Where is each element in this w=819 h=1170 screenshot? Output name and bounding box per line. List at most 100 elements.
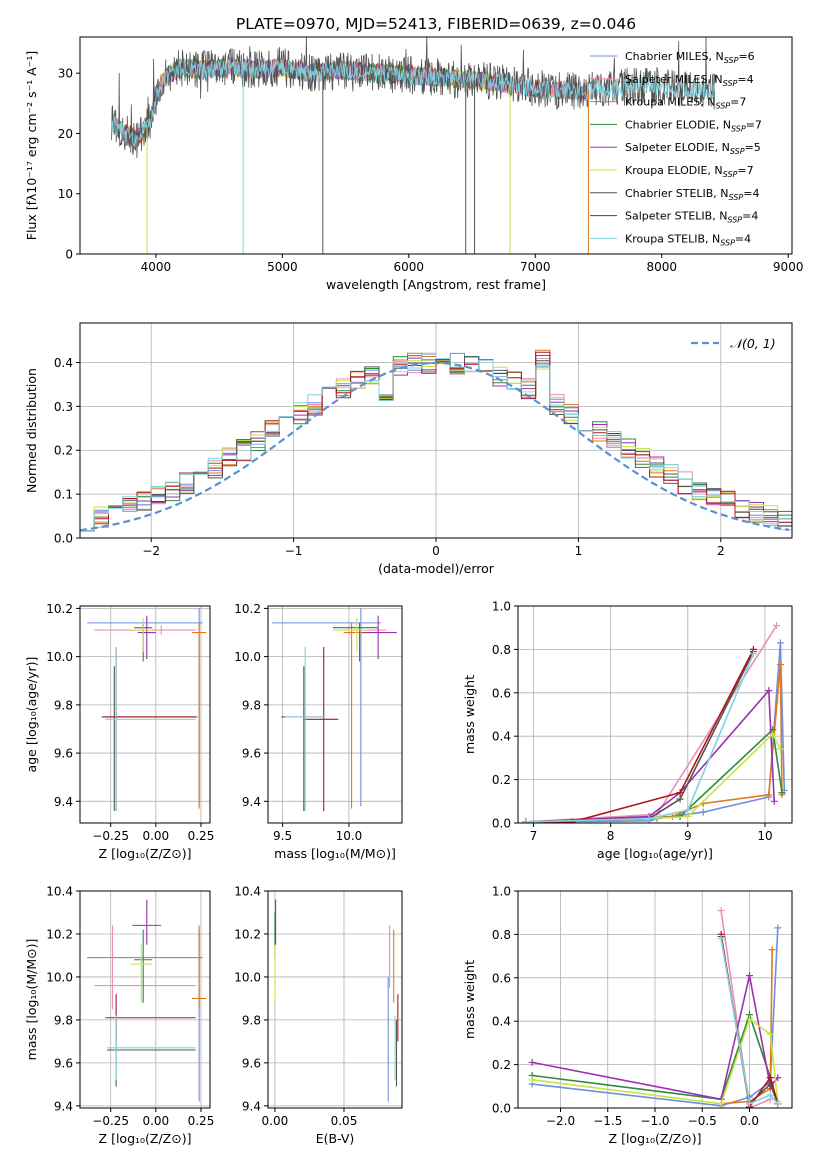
y-tick-label: 9.4 xyxy=(242,795,261,809)
x-tick-label: 0.25 xyxy=(188,829,215,843)
x-tick-label: 7000 xyxy=(520,260,551,274)
weight-marker xyxy=(766,1091,774,1099)
x-axis-label: Z [log₁₀(Z/Z⊙)] xyxy=(99,1131,192,1146)
x-tick-label: −1.5 xyxy=(593,1114,622,1128)
legend-entry: Kroupa STELIB, NSSP=4 xyxy=(625,232,751,247)
y-tick-label: 9.8 xyxy=(242,1013,261,1027)
plot-area xyxy=(87,899,207,1102)
weight-marker xyxy=(522,818,530,823)
axes-frame xyxy=(79,890,211,1109)
y-tick-label: 9.6 xyxy=(54,747,73,761)
data-point xyxy=(130,944,153,1003)
weight-marker xyxy=(766,1030,774,1038)
y-tick-label: 30 xyxy=(58,67,73,81)
x-tick-label: 0.25 xyxy=(188,1114,215,1128)
weight-marker xyxy=(745,1015,753,1023)
data-point xyxy=(103,666,198,811)
y-tick-label: 9.4 xyxy=(242,1099,261,1113)
data-point xyxy=(105,994,196,1042)
weight-marker xyxy=(765,687,773,695)
x-tick-label: 6000 xyxy=(394,260,425,274)
chart-age_vs_mass: 9.5 10.0 9.4 9.6 9.8 10.0 10.2 mass [log₁₀(M/M⊙… xyxy=(234,602,403,861)
plot-area xyxy=(271,608,397,811)
axes-frame xyxy=(79,36,793,255)
data-point xyxy=(191,622,207,809)
y-tick-label: 0.0 xyxy=(492,817,511,831)
y-axis-label: Flux [fλ10⁻¹⁷ erg cm⁻² s⁻¹ A⁻¹] xyxy=(24,51,39,240)
weight-marker xyxy=(766,1074,774,1082)
weight-marker xyxy=(776,661,784,669)
y-tick-label: 10.0 xyxy=(46,650,73,664)
spectrum-series xyxy=(111,58,716,148)
y-tick-label: 9.4 xyxy=(54,795,73,809)
data-point xyxy=(87,925,203,1102)
axes-frame xyxy=(79,605,211,824)
x-tick-label: −1 xyxy=(285,544,303,558)
y-tick-label: 9.8 xyxy=(242,698,261,712)
y-tick-label: 9.8 xyxy=(54,698,73,712)
figure-title: PLATE=0970, MJD=52413, FIBERID=0639, z=0… xyxy=(236,15,636,33)
y-tick-label: 0.2 xyxy=(492,1058,511,1072)
weight-marker xyxy=(774,1100,782,1108)
y-tick-label: 0 xyxy=(65,248,73,262)
weight-series xyxy=(525,664,783,823)
histogram-series xyxy=(80,354,792,532)
x-tick-label: −0.5 xyxy=(688,1114,717,1128)
chart-mass_vs_EBV: 0.00 0.05 9.4 9.6 9.8 10.0 10.2 10.4 E(B-V) xyxy=(234,885,403,1146)
y-tick-label: 0.1 xyxy=(54,488,73,502)
data-point xyxy=(94,925,196,1010)
y-tick-label: 0.0 xyxy=(54,532,73,546)
y-tick-label: 9.8 xyxy=(54,1013,73,1027)
y-tick-label: 20 xyxy=(58,127,73,141)
legend-entry: Chabrier MILES, NSSP=6 xyxy=(625,50,755,65)
y-tick-label: 0.0 xyxy=(492,1102,511,1116)
x-tick-label: 7 xyxy=(530,829,538,843)
x-tick-label: 5000 xyxy=(267,260,298,274)
y-tick-label: 0.3 xyxy=(54,400,73,414)
y-tick-label: 0.6 xyxy=(492,686,511,700)
plot-area xyxy=(87,608,207,811)
chart-mass_vs_Z: −0.25 0.00 0.25 9.4 9.6 9.8 10.0 10.2 10.4 Z [log… xyxy=(24,885,214,1147)
weight-marker xyxy=(645,815,653,823)
x-tick-label: −0.25 xyxy=(92,829,129,843)
data-point xyxy=(333,618,369,652)
weight-series xyxy=(720,938,779,1105)
y-tick-label: 10.4 xyxy=(46,885,73,899)
weight-marker xyxy=(717,935,725,943)
weight-series xyxy=(525,728,783,823)
y-tick-label: 10.2 xyxy=(234,927,261,941)
weight-marker xyxy=(769,730,777,738)
spectrum-series xyxy=(111,37,717,159)
weight-marker xyxy=(770,797,778,805)
legend-entry: 𝒩(0, 1) xyxy=(730,336,776,351)
plot-area xyxy=(522,622,788,823)
y-tick-label: 1.0 xyxy=(492,885,511,899)
x-axis-label: E(B-V) xyxy=(316,1131,355,1146)
weight-marker xyxy=(717,907,725,915)
plot-area xyxy=(528,907,782,1108)
weight-marker xyxy=(528,1058,536,1066)
weight-marker xyxy=(684,812,692,820)
weight-marker xyxy=(745,972,753,980)
data-point xyxy=(285,646,326,811)
x-tick-label: 9000 xyxy=(773,260,804,274)
x-tick-label: −2 xyxy=(142,544,160,558)
y-axis-label: mass [log₁₀(M/M⊙)] xyxy=(24,939,39,1061)
weight-marker xyxy=(749,650,757,658)
data-point xyxy=(333,622,379,662)
weight-marker xyxy=(717,1100,725,1108)
y-tick-label: 0.8 xyxy=(492,928,511,942)
data-point xyxy=(132,899,162,945)
chart-spectrum: 4000 5000 6000 7000 8000 9000 0 10 20 30 wavelengt… xyxy=(24,36,804,292)
legend-entry: Chabrier ELODIE, NSSP=7 xyxy=(625,118,762,133)
weight-marker xyxy=(699,808,707,816)
x-axis-label: Z [log₁₀(Z/Z⊙)] xyxy=(99,846,192,861)
y-tick-label: 10.2 xyxy=(46,927,73,941)
y-tick-label: 10 xyxy=(58,187,73,201)
x-tick-label: −1.0 xyxy=(640,1114,669,1128)
weight-marker xyxy=(774,924,782,932)
y-tick-label: 10.0 xyxy=(234,970,261,984)
data-point xyxy=(130,618,153,652)
data-point xyxy=(137,615,156,660)
